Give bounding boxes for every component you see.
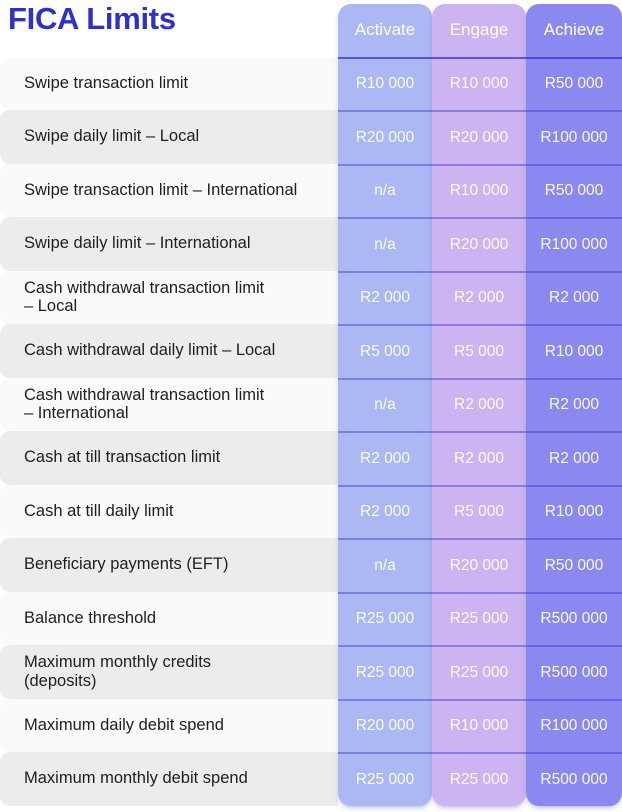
value-cell: R50 000 <box>526 538 622 592</box>
value-cell: R5 000 <box>338 324 432 378</box>
row-label: Cash at till transaction limit <box>0 431 338 485</box>
row-label: Swipe daily limit – Local <box>0 110 338 164</box>
row-label: Maximum daily debit spend <box>0 698 338 752</box>
page-title: FICA Limits <box>8 1 176 36</box>
value-cell: R2 000 <box>338 431 432 485</box>
value-cell: R10 000 <box>432 163 526 218</box>
value-cell: R10 000 <box>338 56 432 111</box>
row-label: Cash withdrawal transaction limit – Loca… <box>0 270 338 324</box>
value-cell: n/a <box>338 163 432 218</box>
column-engage: Engage R10 000 R20 000 R10 000 R20 000 R2 00… <box>432 4 526 806</box>
value-cell: R25 000 <box>338 591 432 646</box>
value-cell: R2 000 <box>432 270 526 325</box>
row-label: Swipe transaction limit <box>0 56 338 110</box>
value-cell: R5 000 <box>432 324 526 378</box>
column-values-achieve: R50 000 R100 000 R50 000 R100 000 R2 000 R10 … <box>526 56 622 806</box>
column-header-achieve: Achieve <box>543 20 605 40</box>
value-cell: R100 000 <box>526 698 622 753</box>
value-cell: R25 000 <box>432 645 526 699</box>
value-cell: R2 000 <box>338 270 432 325</box>
value-cell: R20 000 <box>432 538 526 592</box>
column-values-activate: R10 000 R20 000 n/a n/a R2 000 R5 000 n/a R2 00… <box>338 56 432 806</box>
value-cell: R2 000 <box>432 431 526 485</box>
column-header-engage: Engage <box>449 20 509 40</box>
value-cell: R5 000 <box>432 484 526 539</box>
value-cell: R25 000 <box>432 591 526 646</box>
row-label: Swipe transaction limit – International <box>0 163 338 217</box>
column-achieve: Achieve R50 000 R100 000 R50 000 R100 000 R2… <box>526 4 622 806</box>
value-cell: R500 000 <box>526 591 622 646</box>
value-cell: n/a <box>338 217 432 271</box>
value-cell: n/a <box>338 538 432 592</box>
value-cell: R100 000 <box>526 217 622 271</box>
value-cell: R2 000 <box>526 431 622 485</box>
value-cell: R2 000 <box>526 270 622 325</box>
value-cell: R100 000 <box>526 110 622 164</box>
column-activate: Activate R10 000 R20 000 n/a n/a R2 000 R5 00… <box>338 4 432 806</box>
limit-labels-column: Swipe transaction limit Swipe daily limit… <box>0 56 338 806</box>
value-cell: R10 000 <box>432 698 526 753</box>
value-cell: R20 000 <box>432 217 526 271</box>
row-label: Maximum monthly credits (deposits) <box>0 645 338 699</box>
row-label: Swipe daily limit – International <box>0 217 338 271</box>
value-cell: R500 000 <box>526 645 622 699</box>
column-header-activate: Activate <box>354 20 416 40</box>
value-cell: R10 000 <box>432 56 526 111</box>
row-label: Cash at till daily limit <box>0 484 338 538</box>
value-cell: R500 000 <box>526 752 622 806</box>
value-cell: R2 000 <box>338 484 432 539</box>
value-cell: n/a <box>338 377 432 432</box>
value-cell: R10 000 <box>526 484 622 539</box>
row-label: Maximum monthly debit spend <box>0 752 338 806</box>
value-cell: R2 000 <box>526 377 622 432</box>
value-cell: R20 000 <box>338 698 432 753</box>
row-label: Balance threshold <box>0 591 338 645</box>
value-cell: R25 000 <box>338 752 432 806</box>
value-cell: R25 000 <box>432 752 526 806</box>
row-label: Beneficiary payments (EFT) <box>0 538 338 592</box>
value-cell: R2 000 <box>432 377 526 432</box>
column-values-engage: R10 000 R20 000 R10 000 R20 000 R2 000 R5 000… <box>432 56 526 806</box>
value-cell: R50 000 <box>526 56 622 111</box>
row-label: Cash withdrawal transaction limit – Inte… <box>0 377 338 431</box>
value-cell: R20 000 <box>338 110 432 164</box>
value-cell: R20 000 <box>432 110 526 164</box>
value-cell: R10 000 <box>526 324 622 378</box>
value-cell: R50 000 <box>526 163 622 218</box>
value-cell: R25 000 <box>338 645 432 699</box>
row-label: Cash withdrawal daily limit – Local <box>0 324 338 378</box>
